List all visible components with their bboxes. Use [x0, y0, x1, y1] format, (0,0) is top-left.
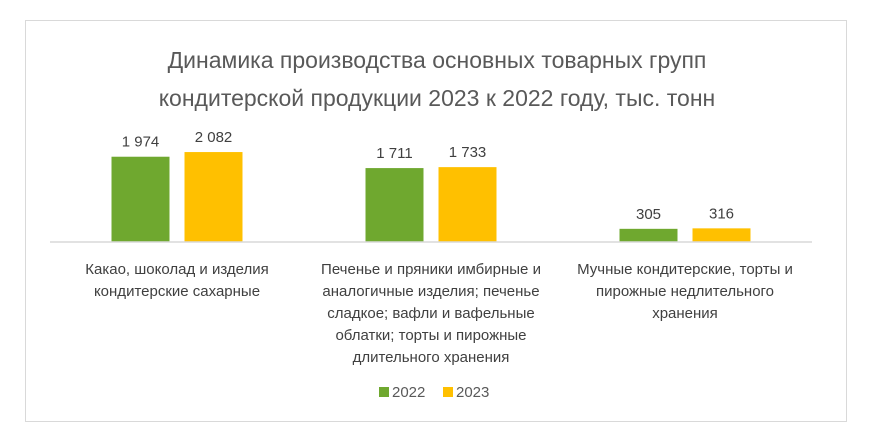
category-label-1-line-1: аналогичные изделия; печенье: [322, 283, 539, 300]
bar-2023-cat-1: [438, 167, 497, 242]
legend-label-2022: 2022: [392, 384, 425, 401]
category-label-1-line-2: сладкое; вафли и вафельные: [327, 305, 534, 322]
data-label-2023-cat-2: 316: [709, 205, 734, 222]
legend-swatch-2022: [379, 387, 389, 397]
data-label-2023-cat-1: 1 733: [449, 144, 487, 161]
legend-swatch-2023: [443, 387, 453, 397]
category-label-1-line-3: облатки; торты и пирожные: [335, 327, 526, 344]
bar-2022-cat-0: [111, 156, 170, 242]
bar-2022-cat-2: [619, 228, 678, 242]
category-label-1-line-4: длительного хранения: [353, 349, 510, 366]
category-label-0-line-1: кондитерские сахарные: [94, 283, 260, 300]
legend-label-2023: 2023: [456, 384, 489, 401]
bar-2023-cat-0: [184, 152, 243, 242]
category-label-2-line-1: пирожные недлительного: [596, 283, 774, 300]
chart-title-line-2: кондитерской продукции 2023 к 2022 году,…: [159, 85, 716, 111]
chart-frame: [25, 20, 847, 422]
category-label-1-line-0: Печенье и пряники имбирные и: [321, 261, 541, 278]
data-label-2023-cat-0: 2 082: [195, 129, 233, 146]
legend: 2022 2023: [379, 384, 489, 401]
data-label-2022-cat-0: 1 974: [122, 134, 160, 151]
bar-2022-cat-1: [365, 168, 424, 242]
chart-title-line-1: Динамика производства основных товарных …: [168, 47, 707, 73]
category-label-2-line-2: хранения: [652, 305, 718, 322]
data-label-2022-cat-2: 305: [636, 206, 661, 223]
bar-2023-cat-2: [692, 228, 751, 242]
category-label-0-line-0: Какао, шоколад и изделия: [85, 261, 268, 278]
data-label-2022-cat-1: 1 711: [376, 145, 412, 162]
category-label-2-line-0: Мучные кондитерские, торты и: [577, 261, 793, 278]
